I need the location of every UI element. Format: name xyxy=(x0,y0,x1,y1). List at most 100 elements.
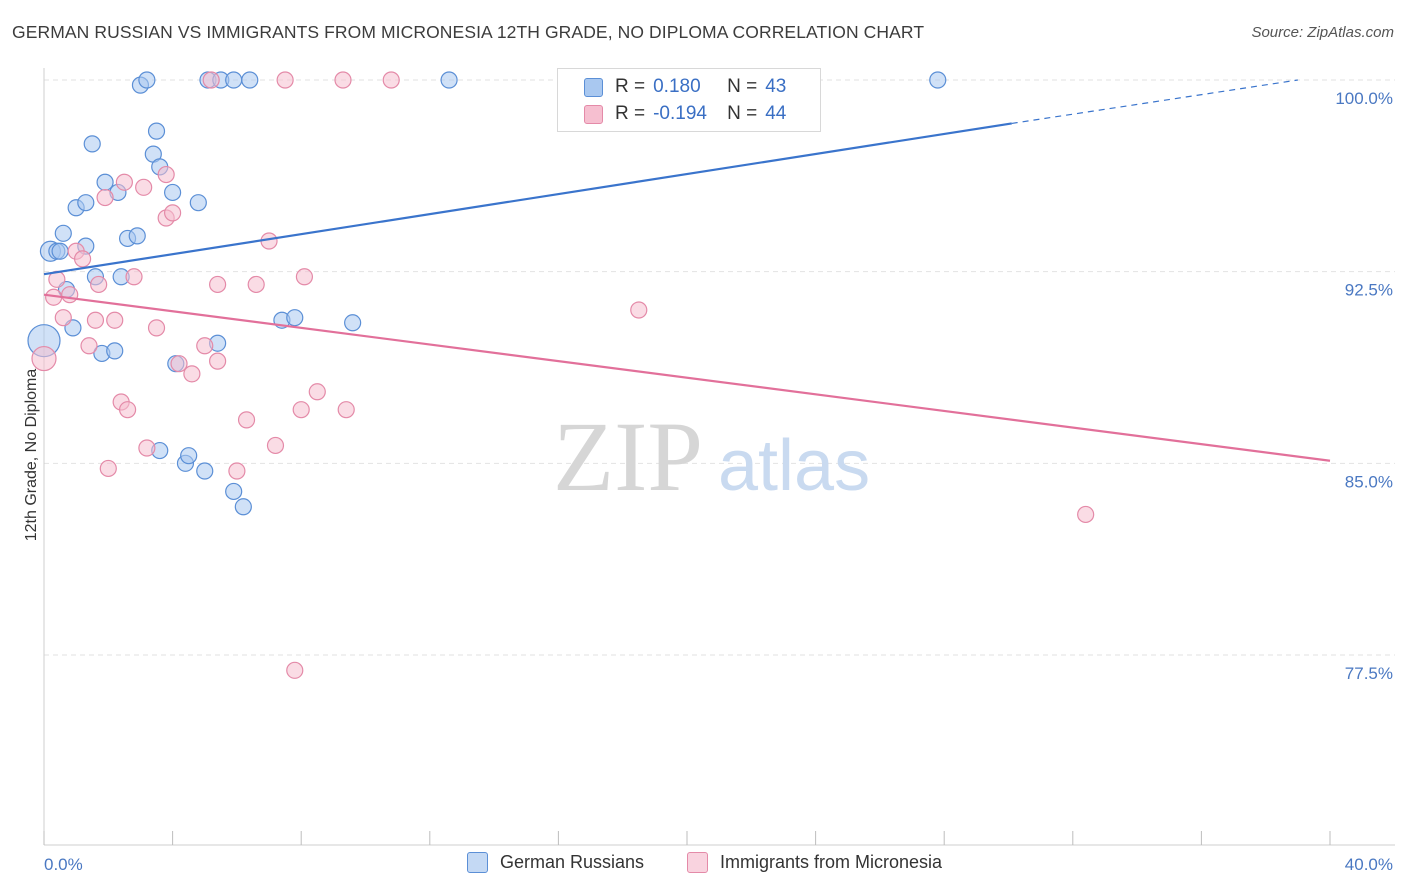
micronesia-point xyxy=(73,250,92,268)
micronesia-point xyxy=(308,383,326,401)
micronesia-point xyxy=(286,661,304,679)
legend-n-label: N = xyxy=(727,103,758,124)
legend-swatch-pink xyxy=(584,104,603,124)
micronesia-point xyxy=(630,301,648,319)
x-tick-label: 0.0% xyxy=(44,855,83,874)
german-russian-point xyxy=(196,462,214,480)
trend-lines xyxy=(43,79,1331,462)
axis-labels: 77.5% 85.0% 92.5% 100.0% 0.0% 40.0% 12th Grade… xyxy=(23,89,1393,874)
german-russian-point xyxy=(929,71,947,89)
grid-lines xyxy=(44,79,1395,656)
german-russian-point xyxy=(164,183,182,202)
micronesia-point xyxy=(1077,505,1095,524)
micronesia-point xyxy=(382,71,400,89)
watermark: ZIP atlas xyxy=(553,401,870,512)
german-russian-point xyxy=(128,227,146,245)
micronesia-point xyxy=(90,275,108,294)
y-tick-label: 77.5% xyxy=(1345,664,1393,683)
legend-row-micronesia: R = -0.194 N = 44 xyxy=(584,102,786,126)
data-points xyxy=(27,71,1095,679)
legend-swatch-pink xyxy=(687,852,708,873)
german-russian-point xyxy=(106,342,124,360)
legend-label: Immigrants from Micronesia xyxy=(720,852,943,872)
legend-n-label: N = xyxy=(727,76,758,97)
german-russian-point xyxy=(225,71,243,89)
micronesia-point xyxy=(209,352,227,370)
axes xyxy=(43,68,1395,846)
german-russian-point xyxy=(234,498,252,516)
legend-r-value: -0.194 xyxy=(653,103,707,124)
micronesia-point xyxy=(118,401,137,419)
german-russian-point xyxy=(54,224,72,242)
micronesia-point xyxy=(170,355,188,373)
micronesia-point xyxy=(147,319,166,337)
y-tick-label: 85.0% xyxy=(1345,472,1393,491)
german-russian-point xyxy=(189,194,207,212)
german-russian-point xyxy=(138,71,156,89)
legend-r-label: R = xyxy=(615,76,646,97)
legend-r-label: R = xyxy=(615,103,646,124)
micronesia-point xyxy=(99,459,117,478)
micronesia-trend-line xyxy=(43,293,1331,462)
micronesia-point xyxy=(125,268,143,286)
german-russian-point xyxy=(440,71,458,89)
micronesia-point xyxy=(61,286,79,304)
series-legend: German Russians Immigrants from Micrones… xyxy=(0,852,1406,878)
german-russian-point xyxy=(147,122,166,140)
micronesia-point xyxy=(196,337,214,355)
german-russian-point xyxy=(77,194,95,212)
micronesia-point xyxy=(228,462,246,480)
watermark-zip: ZIP xyxy=(553,401,703,512)
micronesia-point xyxy=(292,401,310,419)
micronesia-point xyxy=(183,365,201,383)
y-axis-title: 12th Grade, No Diploma xyxy=(23,369,40,542)
legend-n-value: 43 xyxy=(765,76,787,97)
german-russian-point xyxy=(344,314,362,332)
micronesia-point xyxy=(247,275,265,294)
micronesia-point xyxy=(86,311,105,329)
micronesia-point xyxy=(31,345,57,372)
micronesia-point xyxy=(135,178,153,196)
german-russian-point xyxy=(286,309,304,327)
legend-n-value: 44 xyxy=(765,103,787,124)
micronesia-point xyxy=(266,436,285,455)
german-russian-point xyxy=(83,135,101,153)
legend-item-micronesia[interactable]: Immigrants from Micronesia xyxy=(687,852,942,873)
german-russian-point xyxy=(225,482,243,501)
micronesia-point xyxy=(164,204,182,222)
stats-legend: R = 0.180 N = 43 R = -0.194 N = 44 xyxy=(557,68,821,132)
source-label: Source: ZipAtlas.com xyxy=(1251,24,1394,41)
micronesia-point xyxy=(337,401,355,419)
y-tick-label: 100.0% xyxy=(1335,89,1393,108)
german-russian-point xyxy=(241,71,259,89)
german-russian-point xyxy=(180,447,198,465)
micronesia-point xyxy=(202,71,220,89)
micronesia-point xyxy=(209,275,227,294)
micronesia-point xyxy=(106,311,124,329)
german-russian-trend-extension xyxy=(1011,79,1298,125)
legend-row-german-russians: R = 0.180 N = 43 xyxy=(584,75,786,99)
legend-label: German Russians xyxy=(500,852,645,872)
micronesia-point xyxy=(138,439,156,457)
watermark-atlas: atlas xyxy=(718,426,870,506)
german-russian-point xyxy=(51,242,69,260)
micronesia-point xyxy=(237,411,256,429)
german-russian-point xyxy=(96,173,114,191)
micronesia-point xyxy=(334,71,352,89)
legend-r-value: 0.180 xyxy=(653,76,701,97)
micronesia-point xyxy=(276,71,294,89)
micronesia-point xyxy=(96,188,114,207)
micronesia-point xyxy=(157,165,175,184)
micronesia-point xyxy=(295,268,314,286)
micronesia-point xyxy=(115,173,133,191)
legend-swatch-blue xyxy=(467,852,488,873)
y-tick-label: 92.5% xyxy=(1345,281,1393,300)
chart-title: GERMAN RUSSIAN VS IMMIGRANTS FROM MICRON… xyxy=(12,22,925,42)
legend-item-german-russians[interactable]: German Russians xyxy=(467,852,644,873)
micronesia-point xyxy=(54,309,72,327)
german-russian-trend-line xyxy=(43,122,1012,276)
micronesia-point xyxy=(80,337,98,355)
legend-swatch-blue xyxy=(584,77,603,97)
x-tick-label: 40.0% xyxy=(1345,855,1393,874)
